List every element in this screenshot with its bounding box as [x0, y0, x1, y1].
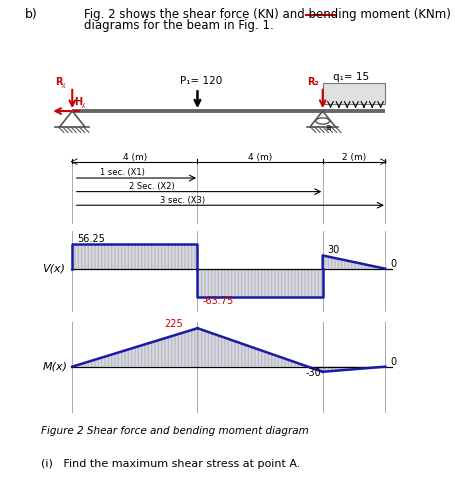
Text: P₁= 120: P₁= 120	[180, 76, 222, 86]
Text: 1 sec. (X1): 1 sec. (X1)	[101, 168, 145, 177]
Text: 56.25: 56.25	[77, 234, 105, 244]
Text: (i)   Find the maximum shear stress at point A.: (i) Find the maximum shear stress at poi…	[41, 459, 300, 469]
Text: 0: 0	[390, 357, 396, 367]
Text: -30: -30	[305, 368, 321, 379]
Text: Figure 2 Shear force and bending moment diagram: Figure 2 Shear force and bending moment …	[41, 426, 308, 436]
Text: R₂: R₂	[307, 77, 319, 87]
Text: q₁= 15: q₁= 15	[333, 72, 369, 82]
Text: H⁁: H⁁	[74, 97, 85, 108]
Text: V(x): V(x)	[42, 264, 66, 274]
Text: a: a	[325, 123, 331, 132]
Text: 30: 30	[328, 245, 339, 255]
Text: 225: 225	[165, 319, 183, 329]
Bar	[323, 83, 385, 104]
Text: 4 (m): 4 (m)	[123, 153, 147, 162]
Text: b): b)	[25, 8, 38, 21]
Text: 2 Sec. (X2): 2 Sec. (X2)	[129, 182, 174, 191]
Text: Fig. 2 shows the shear force (KN) and bending moment (KNm): Fig. 2 shows the shear force (KN) and be…	[84, 8, 451, 21]
Text: 2 (m): 2 (m)	[342, 153, 366, 162]
Text: 3 sec. (X3): 3 sec. (X3)	[160, 196, 205, 205]
Text: 0: 0	[390, 259, 396, 269]
Text: M(x): M(x)	[42, 362, 67, 371]
Text: diagrams for the beam in Fig. 1.: diagrams for the beam in Fig. 1.	[84, 19, 274, 32]
Text: 4 (m): 4 (m)	[248, 153, 272, 162]
Text: -63.75: -63.75	[202, 296, 233, 306]
Text: R⁁: R⁁	[55, 78, 66, 88]
